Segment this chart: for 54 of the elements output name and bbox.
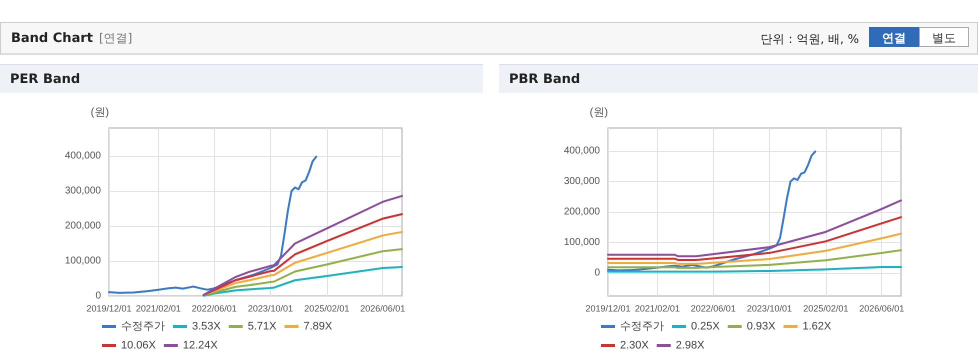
text: 별도 [919, 27, 969, 47]
text: Band Chart [11, 31, 93, 46]
x-tick-label: 2026/06/01 [859, 304, 904, 314]
x-tick-label: 2025/02/01 [304, 304, 350, 314]
y-tick-label: 100,000 [64, 256, 102, 266]
legend-label: 0.93X [746, 320, 776, 332]
y-tick-label: 400,000 [564, 145, 600, 156]
line-series [202, 266, 403, 297]
text: 단위 : 억원, 배, % [760, 31, 859, 48]
legend-label: 12.24X [182, 340, 218, 352]
line-series [108, 156, 318, 294]
legend-label: 10.06X [121, 340, 157, 352]
line-series [607, 249, 902, 269]
line-series [202, 213, 403, 296]
y-axis-title: (원) [590, 106, 608, 118]
legend-label: 2.30X [620, 340, 650, 352]
x-tick-label: 2022/06/01 [192, 304, 237, 314]
y-axis-title: (원) [90, 106, 109, 118]
legend-label: 수정주가 [620, 320, 664, 332]
legend-label: 2.98X [676, 340, 706, 352]
legend-label: 0.25X [691, 320, 720, 332]
legend-label: 5.71X [248, 320, 278, 332]
chart-title: PBR Band [499, 64, 978, 93]
x-tick-label: 2023/10/01 [746, 304, 792, 314]
y-tick-label: 200,000 [564, 206, 600, 218]
line-series [202, 248, 403, 296]
y-tick-label: 200,000 [64, 220, 102, 232]
text: 연결 [869, 27, 919, 47]
x-tick-label: 2019/12/01 [585, 304, 631, 314]
line-series [607, 150, 816, 272]
legend-label: 3.53X [192, 320, 222, 332]
text: [연결] [98, 31, 132, 45]
line-series [607, 216, 902, 261]
line-series [607, 232, 902, 265]
line-series [202, 194, 403, 296]
y-tick-label: 300,000 [64, 186, 102, 196]
x-tick-label: 2023/10/01 [248, 304, 293, 314]
x-tick-label: 2026/06/01 [360, 304, 406, 314]
x-tick-label: 2021/02/01 [634, 304, 680, 314]
legend-label: 7.89X [303, 320, 333, 332]
y-tick-label: 0 [95, 290, 102, 302]
x-tick-label: 2025/02/01 [803, 304, 848, 314]
line-series [607, 199, 902, 258]
chart-title: PER Band [0, 64, 483, 93]
x-tick-label: 2022/06/01 [690, 304, 736, 314]
y-tick-label: 400,000 [64, 150, 102, 162]
legend-label: 수정주가 [121, 320, 165, 332]
y-tick-label: 300,000 [564, 176, 600, 187]
legend-label: 1.62X [802, 320, 832, 332]
x-tick-label: 2021/02/01 [136, 304, 181, 314]
x-tick-label: 2019/12/01 [86, 304, 132, 314]
y-tick-label: 100,000 [564, 237, 600, 248]
line-series [202, 230, 403, 296]
y-tick-label: 0 [594, 268, 600, 279]
